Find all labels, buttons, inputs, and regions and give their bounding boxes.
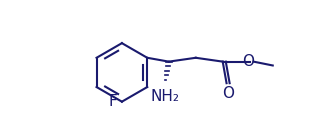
Text: O: O bbox=[222, 86, 234, 101]
Text: O: O bbox=[242, 54, 254, 69]
Text: NH₂: NH₂ bbox=[150, 89, 179, 104]
Text: F: F bbox=[109, 94, 117, 109]
